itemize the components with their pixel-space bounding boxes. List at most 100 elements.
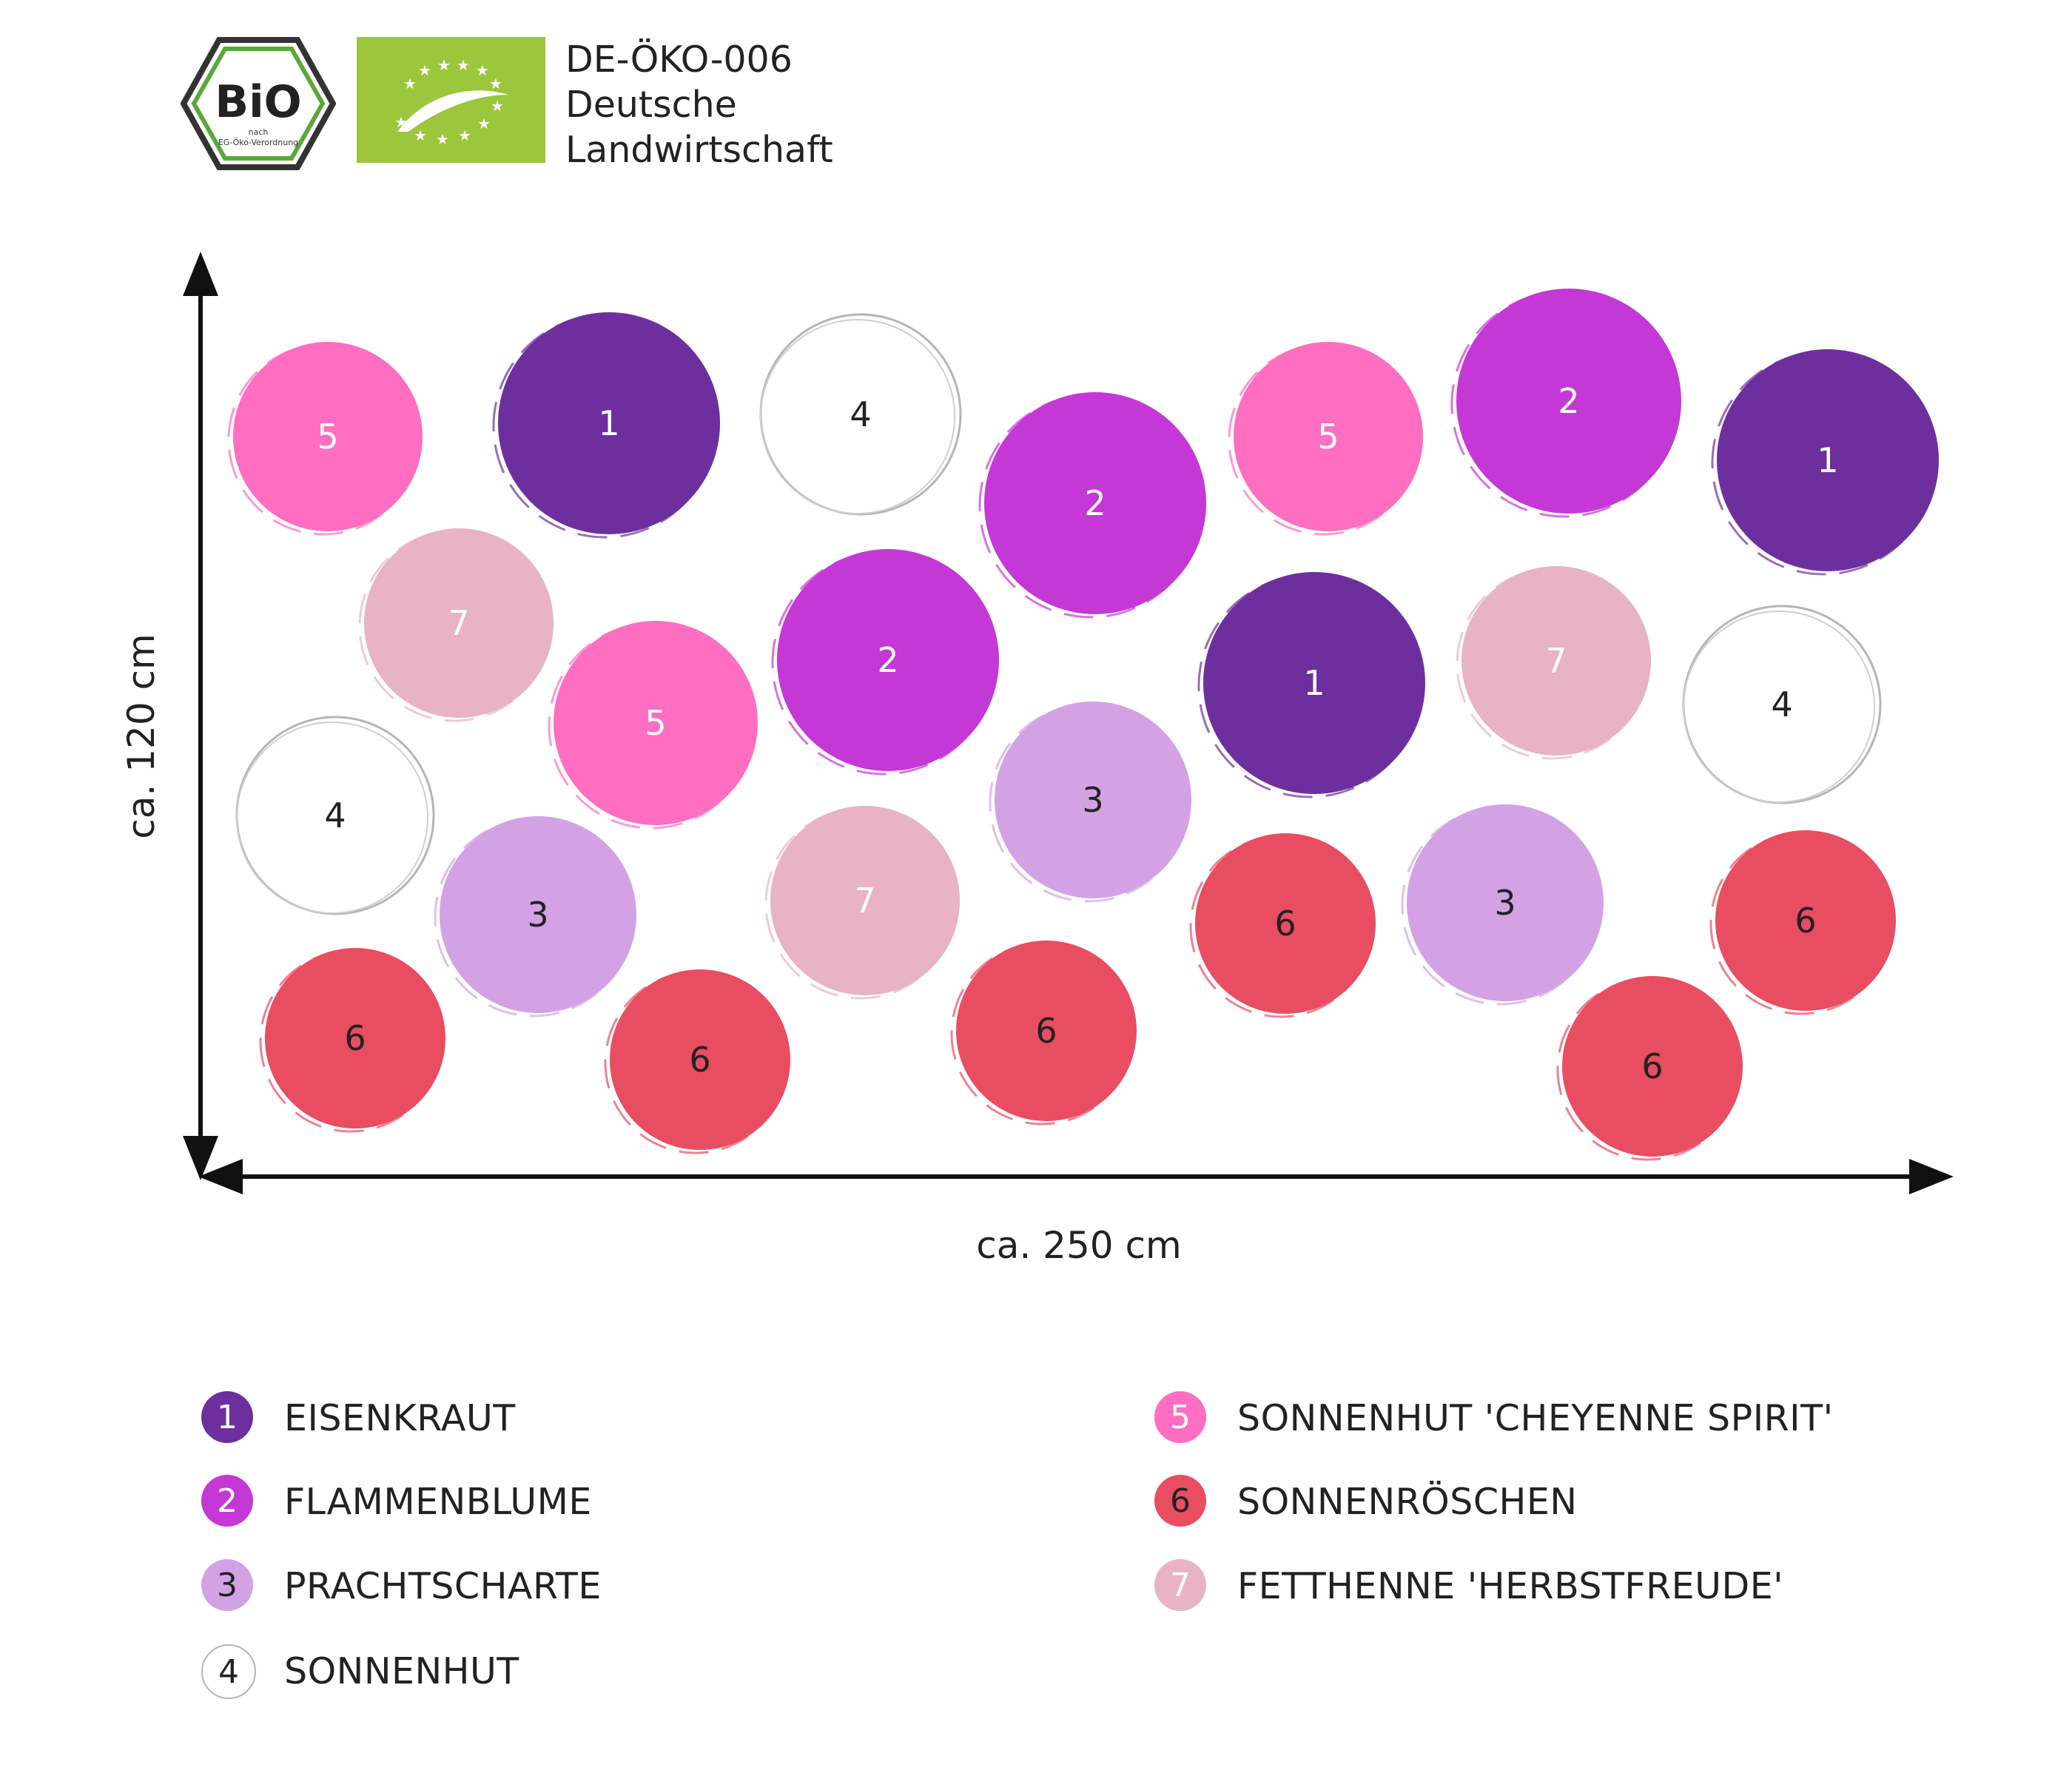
plant-circle [233, 342, 423, 531]
plant-number: 6 [1641, 1046, 1663, 1086]
plant-number: 6 [689, 1040, 710, 1080]
plant-number: 4 [324, 796, 346, 835]
plant-6: 6 [1709, 830, 1896, 1015]
plant-4: 4 [235, 716, 435, 915]
plant-number: 4 [1771, 684, 1792, 724]
plant-6: 6 [1556, 976, 1743, 1161]
plant-circle [554, 621, 758, 825]
bio-seal-sub1: nach [249, 127, 269, 137]
plant-circle [1456, 289, 1681, 514]
plant-circle [1195, 833, 1376, 1014]
plant-2: 2 [1450, 289, 1681, 518]
plant-7: 7 [358, 528, 554, 722]
plant-number: 7 [854, 881, 875, 921]
svg-text:★: ★ [476, 61, 489, 79]
legend-label: SONNENRÖSCHEN [1237, 1481, 1578, 1523]
plant-circle [956, 941, 1137, 1121]
plant-number: 5 [317, 417, 338, 457]
plant-3: 3 [1401, 804, 1604, 1006]
plant-4: 4 [759, 313, 962, 516]
plant-6: 6 [950, 941, 1137, 1126]
legend-label: FETTHENNE 'HERBSTFREUDE' [1237, 1565, 1784, 1607]
plant-circle [498, 312, 720, 534]
plant-number: 6 [1794, 901, 1816, 941]
plant-circle [984, 392, 1206, 614]
plant-number: 1 [598, 403, 619, 443]
plant-2: 2 [771, 549, 999, 776]
plant-number: 6 [1035, 1011, 1057, 1051]
plant-number: 7 [448, 603, 469, 643]
legend-swatch: 4 [201, 1644, 256, 1699]
plant-number: 6 [1274, 904, 1296, 944]
legend-label: SONNENHUT 'CHEYENNE SPIRIT' [1237, 1397, 1834, 1439]
plant-circle [770, 806, 960, 995]
plant-6: 6 [1189, 833, 1376, 1018]
svg-text:★: ★ [437, 56, 451, 74]
plant-number: 3 [1082, 780, 1103, 820]
plant-number: 6 [344, 1018, 366, 1058]
legend-label: PRACHTSCHARTE [284, 1565, 602, 1607]
plant-7: 7 [1456, 566, 1651, 760]
plants-layer: 5 1 4 2 5 2 1 7 5 2 1 7 4 4 3 7 3 6 3 6 6 6 6 6 [227, 289, 1939, 1161]
plant-outline-stroke [760, 319, 955, 514]
svg-text:★: ★ [436, 130, 449, 148]
plant-circle [1203, 572, 1425, 794]
svg-text:★: ★ [418, 61, 431, 79]
plant-circle [440, 816, 636, 1013]
svg-text:★: ★ [477, 115, 491, 132]
plant-number: 5 [1317, 417, 1339, 457]
svg-text:★: ★ [491, 97, 504, 115]
certification-line2: Deutsche [565, 84, 737, 126]
plant-number: 3 [527, 895, 548, 935]
height-label: ca. 120 cm [120, 633, 163, 838]
legend-label: EISENKRAUT [284, 1397, 516, 1439]
plant-circle [265, 948, 445, 1128]
plant-number: 2 [1558, 381, 1579, 421]
plant-circle [1234, 342, 1423, 531]
plant-3: 3 [434, 816, 636, 1018]
legend-swatch: 6 [1154, 1475, 1206, 1527]
plant-circle [610, 969, 790, 1150]
legend-label: FLAMMENBLUME [284, 1481, 592, 1523]
plant-circle [1462, 566, 1651, 756]
svg-text:★: ★ [457, 56, 470, 74]
plant-1: 1 [1197, 572, 1425, 798]
plant-6: 6 [259, 948, 445, 1133]
plant-circle [364, 528, 554, 718]
plant-number: 4 [850, 394, 871, 434]
bio-seal-sub2: EG-Öko-Verordnung [218, 138, 298, 147]
plant-circle [777, 549, 999, 771]
certification-line3: Landwirtschaft [565, 129, 833, 171]
plant-circle [1407, 804, 1604, 1001]
plant-6: 6 [604, 969, 790, 1154]
plant-2: 2 [978, 392, 1206, 619]
plant-outline-stroke [236, 722, 428, 914]
certification-text: DE-ÖKO-006 Deutsche Landwirtschaft [565, 37, 833, 172]
svg-text:★: ★ [489, 75, 502, 92]
plant-number: 1 [1817, 440, 1838, 480]
planting-plan: ca. 120 cm ca. 250 cm 5 1 4 2 5 2 1 7 5 2 1 7 4 4 3 7 3 6… [120, 252, 1954, 1267]
plant-circle [995, 702, 1191, 898]
plant-1: 1 [1711, 349, 1939, 576]
plant-number: 1 [1303, 663, 1325, 703]
plant-7: 7 [764, 806, 960, 1000]
plant-1: 1 [492, 312, 720, 539]
plant-4: 4 [1682, 605, 1882, 804]
certification-code: DE-ÖKO-006 [565, 38, 793, 81]
plant-5: 5 [227, 342, 423, 536]
plant-outline-stroke [1683, 610, 1875, 803]
plant-circle [1562, 976, 1743, 1157]
width-label: ca. 250 cm [976, 1224, 1181, 1267]
plant-3: 3 [989, 702, 1191, 903]
plant-5: 5 [548, 621, 758, 830]
legend-swatch: 1 [201, 1391, 253, 1443]
legend-label: SONNENHUT [284, 1650, 519, 1692]
plant-5: 5 [1228, 342, 1423, 536]
legend-swatch: 2 [201, 1475, 253, 1527]
legend-swatch: 3 [201, 1559, 253, 1611]
svg-text:★: ★ [414, 127, 427, 144]
svg-text:★: ★ [458, 127, 471, 144]
plant-number: 2 [877, 640, 898, 680]
legend-swatch: 5 [1154, 1391, 1206, 1443]
plant-number: 3 [1494, 883, 1516, 923]
